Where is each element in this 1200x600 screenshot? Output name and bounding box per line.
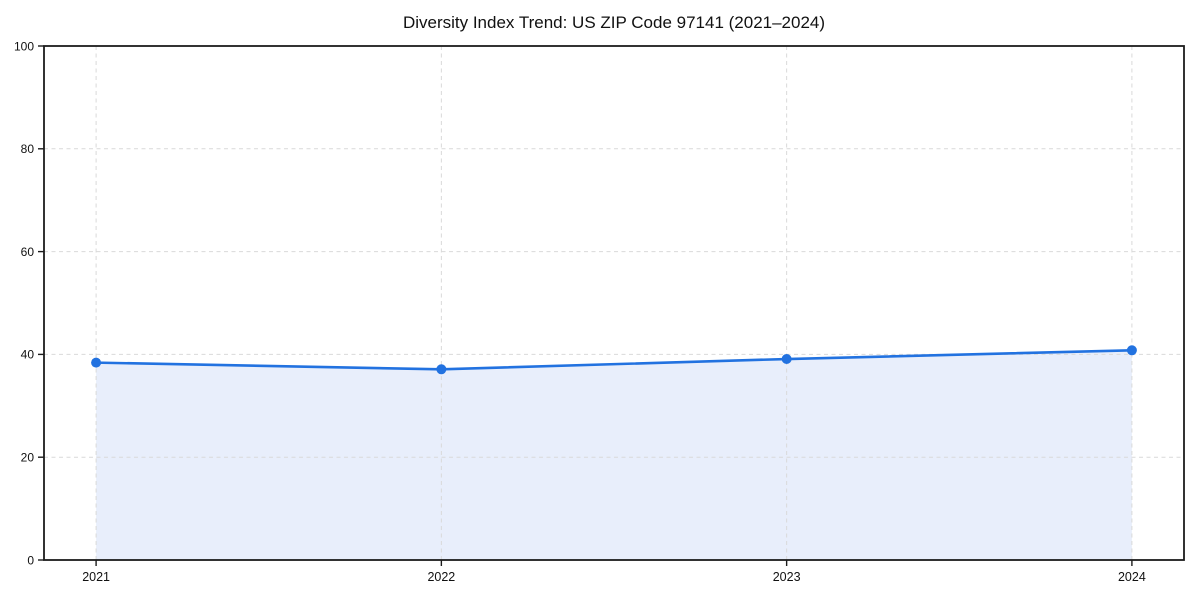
y-tick-label: 0 xyxy=(27,553,34,567)
y-tick-label: 20 xyxy=(21,451,35,465)
data-point xyxy=(781,354,792,365)
data-point xyxy=(91,357,102,368)
x-tick-label: 2022 xyxy=(427,570,455,584)
chart-title: Diversity Index Trend: US ZIP Code 97141… xyxy=(402,13,826,32)
trend-line xyxy=(94,348,1134,371)
x-tick-label: 2021 xyxy=(82,570,110,584)
data-point xyxy=(1126,345,1137,356)
y-tick-label: 100 xyxy=(14,39,34,53)
y-tick-label: 40 xyxy=(21,348,35,362)
y-tick-label: 80 xyxy=(21,142,35,156)
x-tick-label: 2024 xyxy=(1118,570,1146,584)
y-tick-label: 60 xyxy=(21,245,35,259)
data-point xyxy=(436,364,447,375)
x-tick-label: 2023 xyxy=(773,570,801,584)
area-fill xyxy=(96,350,1132,560)
plot-border xyxy=(43,45,1185,561)
